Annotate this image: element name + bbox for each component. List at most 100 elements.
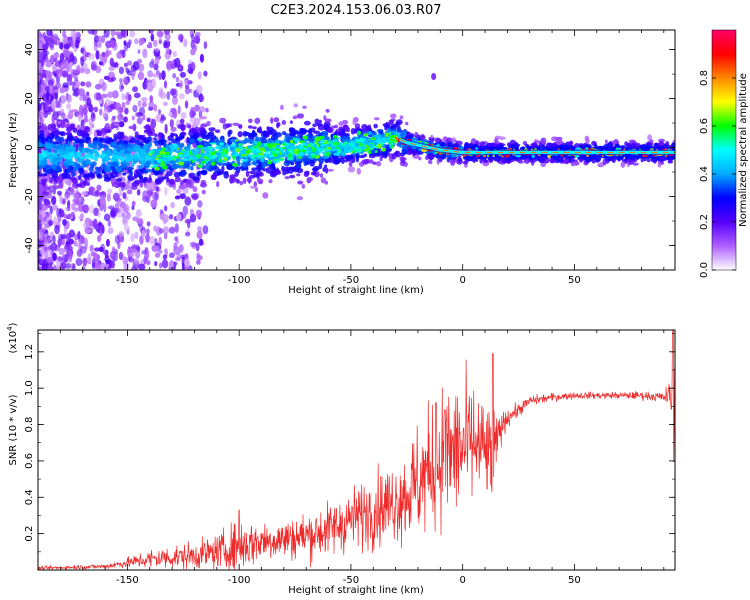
spectrogram-band-blob <box>180 179 184 186</box>
y-tick-label: 0.6 <box>24 453 35 469</box>
spectrogram-ridge-blob <box>232 142 237 147</box>
spectrogram-band-blob <box>324 167 329 174</box>
spectrogram-ridge-blob <box>241 153 245 157</box>
spectrogram-noise-blob <box>52 234 56 245</box>
spectrogram-band-blob <box>216 180 220 188</box>
spectrogram-noise-blob <box>98 98 103 105</box>
spectrogram-noise-blob <box>46 256 53 264</box>
spectrogram-band-blob <box>262 168 267 172</box>
spectrogram-noise-blob <box>87 253 92 262</box>
spectrogram-band-blob <box>395 150 399 157</box>
spectrogram-band-blob <box>107 161 113 166</box>
spectrogram-noise-blob <box>39 118 44 124</box>
spectrogram-band-blob <box>658 145 663 150</box>
spectrogram-band-blob <box>82 155 87 160</box>
spectrogram-band-blob <box>57 161 61 167</box>
spectrogram-band-blob <box>303 170 309 178</box>
spectrogram-ridge-blob <box>391 131 398 134</box>
spectrogram-ridge-blob <box>161 147 166 152</box>
spectrogram-noise-blob <box>88 186 94 196</box>
spectrogram-band-blob <box>373 123 378 129</box>
spectrogram-noise-blob <box>147 41 152 48</box>
spectrogram-noise-blob <box>84 228 92 234</box>
spectrogram-noise-blob <box>184 100 189 109</box>
spectrogram-noise-blob <box>38 241 44 247</box>
spectrogram-noise-blob <box>114 234 120 244</box>
spectrogram-band-blob <box>227 130 231 138</box>
spectrogram-band-blob <box>89 166 94 173</box>
spectrogram-noise-blob <box>38 52 43 59</box>
spectrogram-noise-blob <box>123 62 128 67</box>
spectrogram-ridge-blob <box>297 150 301 153</box>
spectrogram-noise-blob <box>55 75 61 84</box>
spectrogram-band-blob <box>58 183 64 189</box>
spectrogram-band-blob <box>296 134 300 140</box>
spectrogram-noise-blob <box>66 73 73 82</box>
spectrogram-ridge-blob <box>340 152 347 157</box>
spectrogram-noise-blob <box>164 248 168 254</box>
spectrogram-noise-blob <box>141 101 147 108</box>
y-tick-label: 0 <box>24 144 35 150</box>
spectrogram-band-blob <box>182 170 188 176</box>
spectrogram-band-blob <box>91 161 97 167</box>
spectrogram-noise-blob <box>99 108 103 116</box>
spectrogram-ridge-blob <box>314 141 318 145</box>
spectrogram-band-blob <box>439 143 446 147</box>
snr-frame <box>37 329 676 571</box>
spectrogram-band-blob <box>325 108 330 113</box>
spectrogram-ridge-blob <box>165 148 170 152</box>
spectrogram-band-blob <box>577 156 586 160</box>
spectrogram-band-blob <box>482 159 489 163</box>
y-tick-label: 1.0 <box>24 380 35 396</box>
spectrogram-band-blob <box>399 115 404 120</box>
spectrogram-ridge-blob <box>262 149 266 153</box>
spectrogram-band-blob <box>57 131 65 135</box>
colorbar-tick-label: 0.6 <box>699 118 710 134</box>
spectrogram-band-blob <box>178 185 186 190</box>
spectrogram-band-blob <box>122 144 127 149</box>
spectrogram-band-blob <box>56 123 61 129</box>
spectrogram-band-blob <box>45 169 53 173</box>
spectrogram-band-blob <box>71 109 79 113</box>
spectrogram-band-blob <box>142 170 149 174</box>
spectrogram-band-blob <box>350 156 356 164</box>
spectrogram-noise-blob <box>68 238 75 245</box>
spectrogram-band-blob <box>665 141 670 146</box>
spectrogram-band-blob <box>630 143 637 149</box>
spectrogram-noise-blob <box>94 83 102 90</box>
spectrogram-noise-blob <box>137 49 141 54</box>
spectrogram-noise-blob <box>110 260 115 269</box>
spectrogram-noise-blob <box>118 66 125 75</box>
spectrogram-noise-blob <box>71 203 76 211</box>
colorbar-ticks: 0.00.20.40.60.8 <box>699 70 736 278</box>
spectrogram-noise-blob <box>152 73 159 78</box>
spectrogram-noise-blob <box>38 210 45 215</box>
spectrogram-band-blob <box>170 163 179 169</box>
spectrogram-noise-blob <box>110 40 117 48</box>
spectrogram-band-blob <box>221 165 225 173</box>
spectrogram-band-blob <box>116 131 123 136</box>
spectrogram-noise-blob <box>105 259 111 265</box>
spectrogram-band-blob <box>55 145 60 150</box>
spectrogram-band-blob <box>296 167 304 174</box>
spectrogram-band-blob <box>115 166 123 173</box>
spectrogram-noise-blob <box>53 216 58 226</box>
spectrogram-noise-blob <box>154 252 161 258</box>
spectrogram-noise-blob <box>45 71 50 78</box>
spectrogram-band-blob <box>54 153 58 159</box>
spectrogram-noise-blob <box>80 119 85 128</box>
spectrogram-ridge-blob <box>177 152 184 155</box>
spectrogram-noise-blob <box>179 71 187 78</box>
spectrogram-noise-blob <box>150 199 158 208</box>
spectrogram-band-blob <box>389 113 397 119</box>
spectrogram-band-blob <box>276 122 281 127</box>
spectrogram-band-blob <box>38 160 41 167</box>
spectrogram-noise-blob <box>43 244 48 251</box>
spectrogram-noise-blob <box>38 30 42 38</box>
spectrogram-band-blob <box>104 150 112 157</box>
spectrogram-ridge-blob <box>324 148 330 152</box>
spectrogram-ridge-blob <box>239 157 242 160</box>
spectrogram-band-blob <box>70 171 76 177</box>
spectrogram-ridge-blob <box>219 142 224 146</box>
spectrogram-band-blob <box>550 158 555 164</box>
